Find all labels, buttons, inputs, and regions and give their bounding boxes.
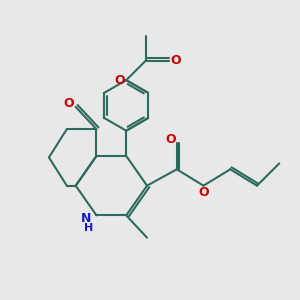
Text: O: O [170,54,181,67]
Text: H: H [84,223,93,233]
Text: O: O [165,133,175,146]
Text: O: O [198,186,209,199]
Text: N: N [81,212,91,225]
Text: O: O [64,97,74,110]
Text: O: O [114,74,125,87]
